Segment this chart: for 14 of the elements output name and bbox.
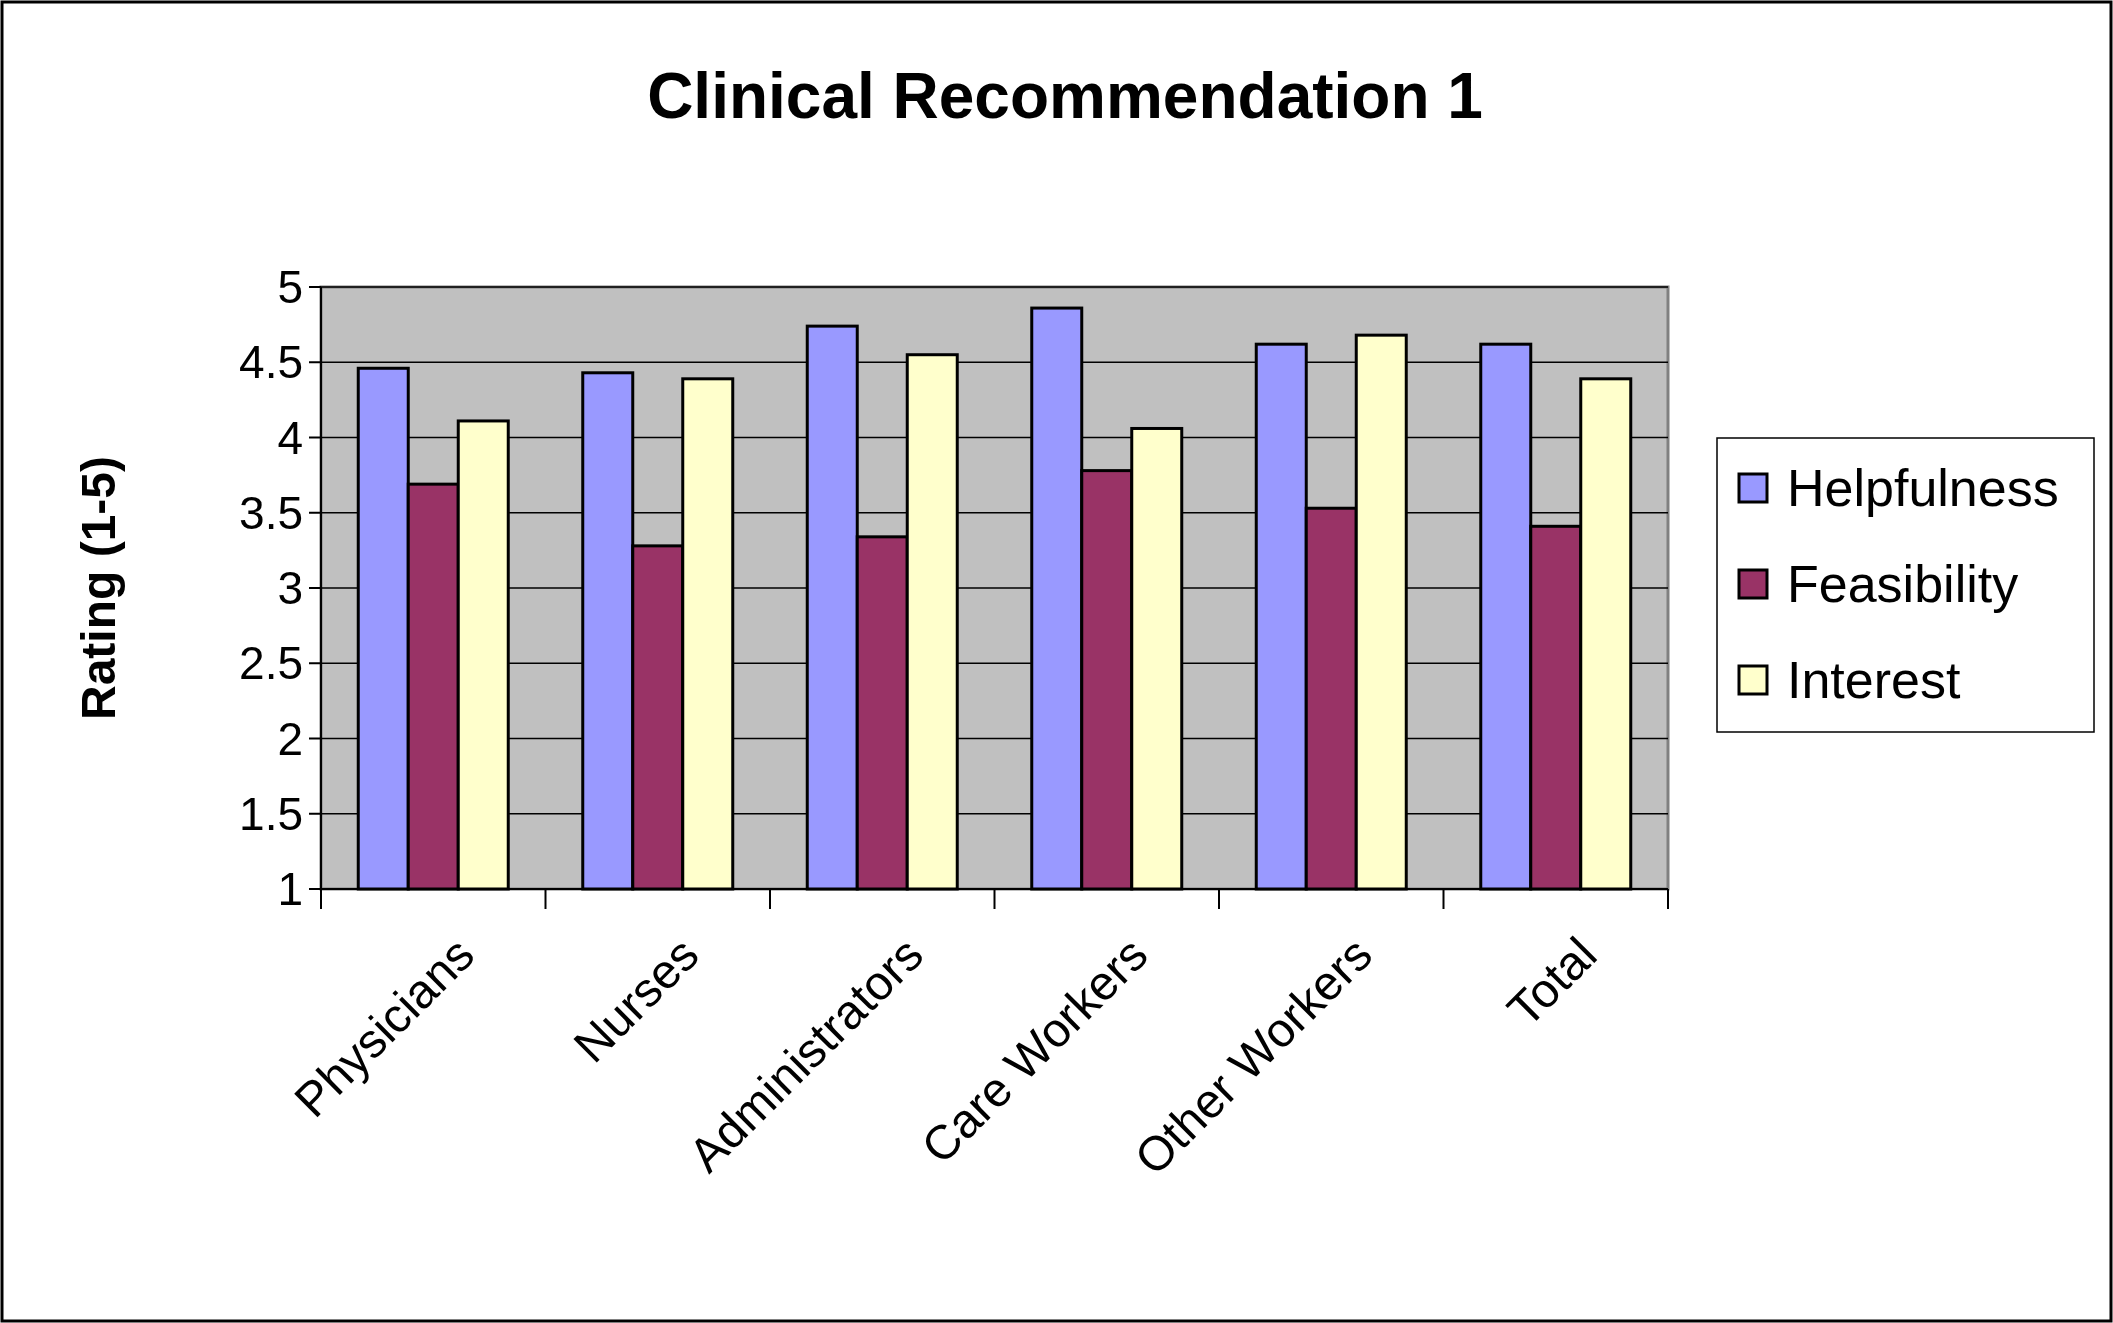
y-tick-label: 3 <box>277 562 303 615</box>
y-tick-label: 1.5 <box>239 787 303 840</box>
y-tick-label: 5 <box>277 261 303 314</box>
y-tick-label: 2 <box>277 712 303 765</box>
legend-label: Feasibility <box>1787 555 2019 614</box>
y-tick-label: 4 <box>277 411 303 464</box>
legend-label: Helpfulness <box>1787 459 2059 518</box>
legend-label: Interest <box>1787 651 1961 710</box>
y-tick-label: 1 <box>277 863 303 916</box>
y-tick-label: 4.5 <box>239 336 303 389</box>
y-tick-label: 3.5 <box>239 486 303 539</box>
y-axis-title: Rating (1-5) <box>72 456 125 720</box>
chart-title: Clinical Recommendation 1 <box>647 60 1483 132</box>
y-tick-label: 2.5 <box>239 637 303 690</box>
